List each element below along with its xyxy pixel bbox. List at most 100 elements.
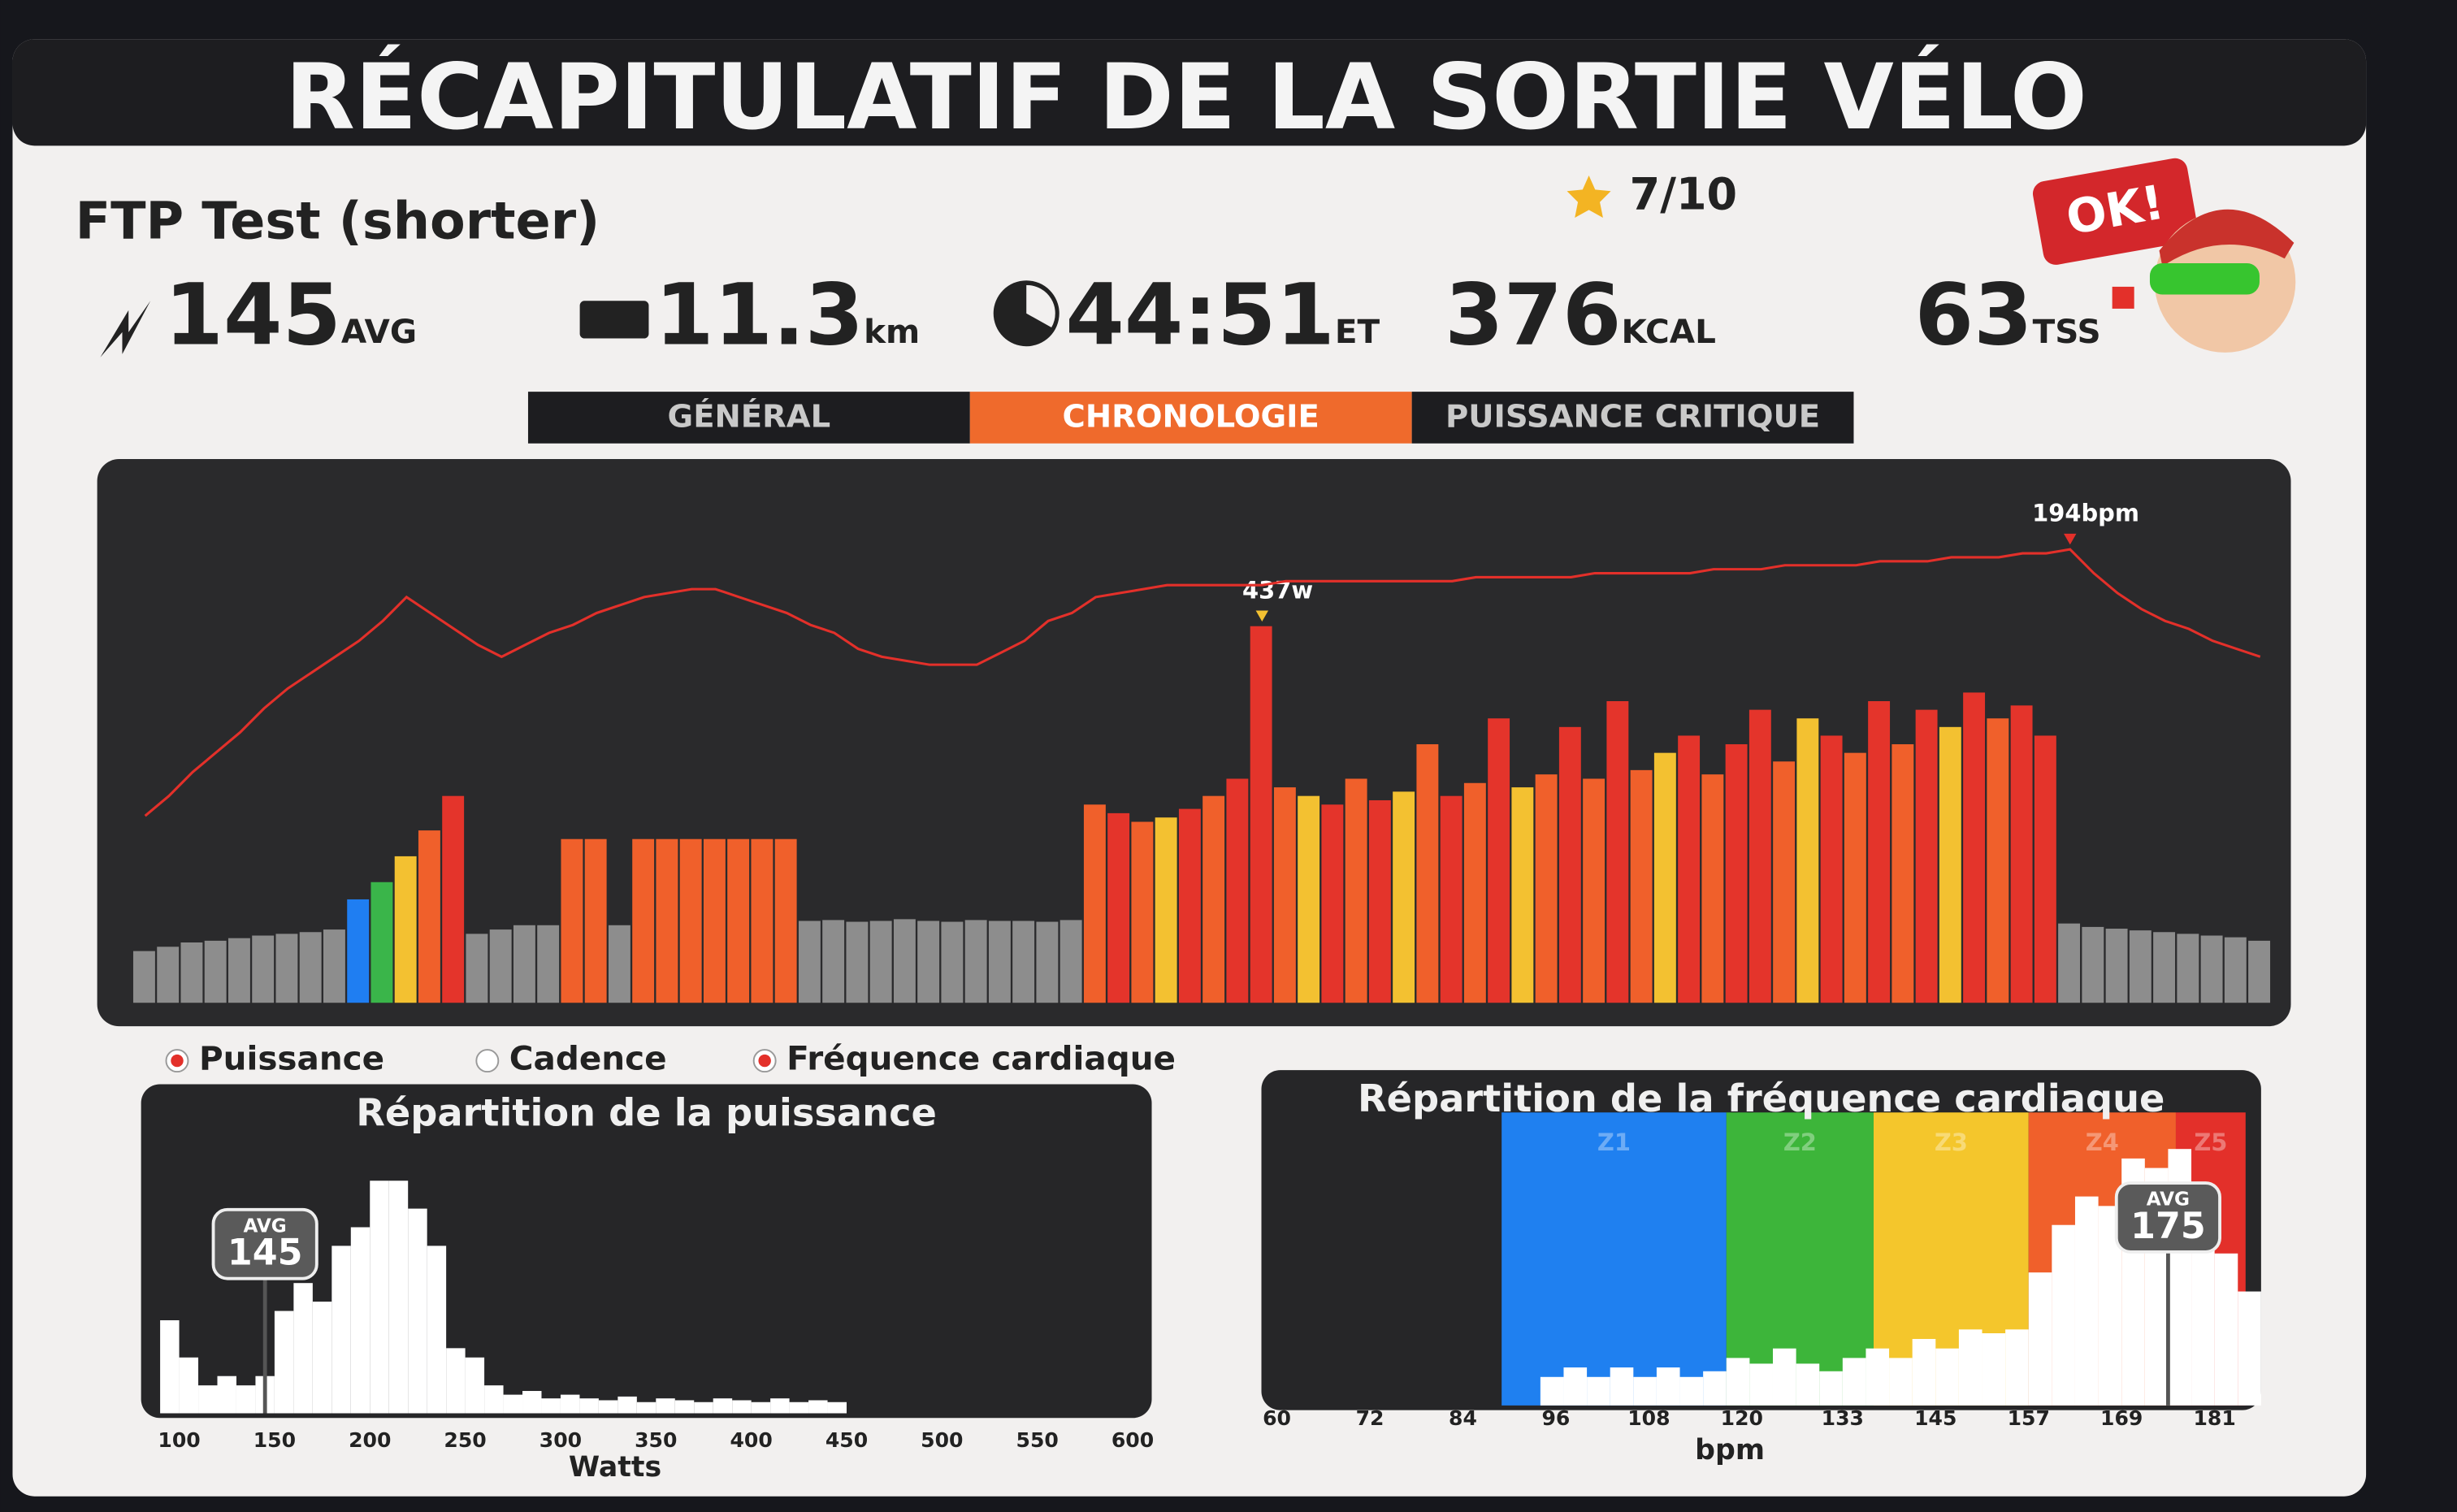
histogram-bar (713, 1398, 733, 1414)
stat-value: 376 (1445, 266, 1621, 365)
page-title: RÉCAPITULATIF DE LA SORTIE VÉLO (285, 43, 2087, 150)
power-bar (917, 921, 940, 1003)
power-bar (2177, 934, 2199, 1003)
power-bar (988, 921, 1011, 1003)
histogram-bar (1540, 1376, 1564, 1406)
histogram-bar (388, 1181, 409, 1414)
power-bar (1678, 735, 1701, 1003)
histogram-bar (770, 1398, 790, 1414)
histogram-bar (446, 1348, 466, 1414)
zone-label: Z5 (2194, 1129, 2227, 1156)
power-bar (275, 934, 298, 1003)
power-bar (1393, 791, 1415, 1003)
power-bar (1321, 804, 1344, 1003)
stat-value: 44:51 (1065, 266, 1334, 365)
power-bar (1107, 812, 1130, 1003)
x-tick-label: 600 (1112, 1428, 1154, 1452)
tab-label[interactable]: GÉNÉRAL (668, 396, 831, 435)
power-bar (466, 934, 488, 1003)
power-bar (2105, 929, 2128, 1003)
histogram-bar (636, 1402, 656, 1414)
tab[interactable] (969, 392, 1412, 444)
power-bar (180, 942, 203, 1003)
tab[interactable] (1411, 392, 1854, 444)
zone-label: Z4 (2086, 1129, 2119, 1156)
tab-label[interactable]: CHRONOLOGIE (1063, 398, 1320, 435)
legend-dot-fill[interactable] (758, 1054, 771, 1068)
x-tick-label: 96 (1541, 1406, 1570, 1430)
histogram-bar (484, 1385, 504, 1414)
avatar (2149, 209, 2296, 353)
x-tick-label: 72 (1356, 1406, 1384, 1430)
avg-label: AVG (2147, 1189, 2190, 1211)
legend-dot-fill[interactable] (171, 1054, 184, 1068)
histogram-bar (2074, 1196, 2099, 1406)
workout-name: FTP Test (shorter) (76, 191, 600, 251)
avg-badge (211, 1207, 318, 1280)
power-bar (1416, 744, 1439, 1003)
histogram-bar (465, 1357, 485, 1414)
histogram-bar (1772, 1348, 1796, 1406)
power-bar (846, 921, 869, 1003)
power-bar (632, 838, 655, 1003)
annotation-marker (2064, 533, 2077, 545)
histogram-bar (618, 1396, 637, 1414)
power-bar (869, 921, 892, 1003)
power-bar (822, 920, 845, 1003)
power-bar (751, 838, 774, 1003)
x-tick-label: 133 (1822, 1406, 1864, 1430)
x-tick-label: 157 (2008, 1406, 2050, 1430)
power-bar (2058, 923, 2081, 1003)
legend-label[interactable]: Puissance (199, 1039, 384, 1078)
power-bar (1463, 782, 1486, 1003)
avatar-cap (2159, 209, 2294, 266)
power-bar (1273, 787, 1296, 1003)
x-axis-label: Watts (569, 1451, 661, 1484)
histogram-bar (732, 1400, 752, 1414)
tab[interactable] (527, 392, 970, 444)
x-tick-label: 60 (1263, 1406, 1291, 1430)
stat: 44:51ET (1065, 266, 1380, 365)
power-bar (1202, 795, 1225, 1003)
annotation-marker (1255, 610, 1269, 622)
power-bar (2129, 930, 2152, 1003)
power-bar (1155, 817, 1177, 1003)
power-bar (323, 929, 345, 1003)
heart-rate-line (144, 548, 2261, 817)
title-bar (12, 39, 2367, 146)
power-bar (561, 838, 583, 1003)
histogram-bar (1912, 1339, 1936, 1406)
histogram-bar (808, 1400, 828, 1414)
histogram-title: Répartition de la fréquence cardiaque (1358, 1077, 2164, 1120)
power-bar (679, 838, 702, 1003)
histogram-bar (1889, 1358, 1913, 1406)
x-tick-label: 120 (1721, 1406, 1763, 1430)
histogram-bar (332, 1246, 351, 1414)
power-bar (489, 929, 512, 1003)
x-tick-label: 400 (730, 1428, 772, 1452)
power-bar (1488, 718, 1510, 1003)
avg-value: 175 (2130, 1206, 2206, 1247)
hr-zone (1502, 1112, 1727, 1406)
histogram-bar (579, 1398, 599, 1414)
tab-label[interactable]: PUISSANCE CRITIQUE (1445, 398, 1820, 435)
power-bar (941, 921, 964, 1003)
legend-dot[interactable] (475, 1049, 500, 1073)
power-bar (1036, 921, 1059, 1003)
legend-label[interactable]: Cadence (509, 1039, 667, 1078)
histogram-bar (1726, 1358, 1750, 1406)
power-bar (2010, 705, 2033, 1003)
x-tick-label: 84 (1449, 1406, 1477, 1430)
legend-label[interactable]: Fréquence cardiaque (786, 1039, 1176, 1078)
power-bar (1440, 795, 1462, 1003)
power-bar (1963, 692, 1986, 1003)
histogram-bar (751, 1402, 771, 1414)
zone-label: Z2 (1783, 1129, 1817, 1156)
power-bar (1725, 744, 1748, 1003)
power-bar (1701, 774, 1724, 1003)
histogram-bar (827, 1402, 847, 1414)
power-bar (1868, 701, 1891, 1003)
histogram-bar (370, 1181, 389, 1414)
avatar-glasses (2149, 262, 2260, 295)
histogram-bar (560, 1394, 580, 1414)
